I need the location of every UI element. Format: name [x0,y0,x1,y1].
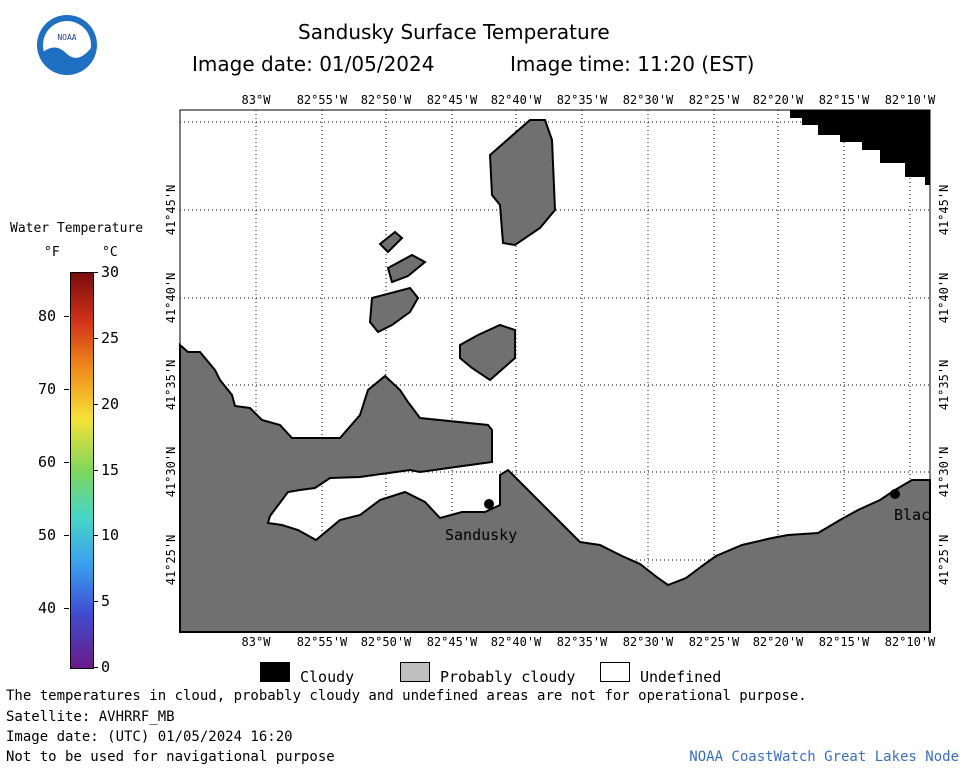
legend-cloudy-swatch [260,662,290,682]
svg-text:41°45'N: 41°45'N [164,185,178,236]
lon-labels-top: 83°W 82°55'W 82°50'W 82°45'W 82°40'W 82°… [242,93,937,107]
page-title: Sandusky Surface Temperature [298,20,610,44]
svg-text:82°20'W: 82°20'W [753,635,804,649]
colorbar-tick-c [93,272,98,273]
svg-text:82°10'W: 82°10'W [885,93,936,107]
svg-text:82°40'W: 82°40'W [491,635,542,649]
svg-text:82°30'W: 82°30'W [623,93,674,107]
island-small-a [378,230,404,254]
place-sandusky: Sandusky [445,526,517,544]
colorbar-tick-f [64,608,69,610]
colorbar-unit-c: °C [102,245,118,260]
colorbar-label-c: 0 [101,658,111,676]
svg-text:41°40'N: 41°40'N [937,273,951,324]
colorbar-unit-f: °F [44,245,60,260]
image-time: Image time: 11:20 (EST) [510,52,755,76]
svg-text:41°45'N: 41°45'N [937,185,951,236]
svg-text:82°55'W: 82°55'W [297,635,348,649]
land-mainland [179,342,931,633]
legend-undefined-swatch [600,662,630,682]
colorbar-title: Water Temperature [10,221,144,236]
colorbar [70,272,94,669]
colorbar-tick-c [93,601,98,603]
noaa-logo: NOAA [36,14,98,76]
sandusky-marker [484,499,494,509]
svg-text:41°35'N: 41°35'N [164,360,178,411]
colorbar-label-f: 50 [38,526,57,545]
colorbar-label-c: 15 [101,460,120,479]
svg-text:41°25'N: 41°25'N [937,535,951,586]
svg-text:82°35'W: 82°35'W [557,93,608,107]
colorbar-tick-f [64,535,69,537]
svg-text:83°W: 83°W [242,93,272,107]
lat-labels-left: 41°45'N 41°40'N 41°35'N 41°30'N 41°25'N [164,185,178,586]
colorbar-tick-c [93,535,98,537]
colorbar-label-c: 10 [101,526,120,545]
colorbar-tick-c [93,469,98,471]
colorbar-label-f: 60 [38,453,57,472]
island-middle-bass [368,286,420,334]
footer-credit[interactable]: NOAA CoastWatch Great Lakes Node [689,749,959,765]
svg-text:82°35'W: 82°35'W [557,635,608,649]
colorbar-tick-f [64,462,69,464]
lon-labels-bottom: 83°W 82°55'W 82°50'W 82°45'W 82°40'W 82°… [242,635,937,649]
svg-text:41°35'N: 41°35'N [937,360,951,411]
footer-note: The temperatures in cloud, probably clou… [6,688,807,704]
island-north [488,119,557,247]
cloudy-area [790,110,930,185]
svg-text:83°W: 83°W [242,635,272,649]
svg-text:41°25'N: 41°25'N [164,535,178,586]
svg-text:41°40'N: 41°40'N [164,273,178,324]
legend-undefined-label: Undefined [640,668,722,686]
colorbar-tick-c [93,403,98,405]
legend-cloudy-label: Cloudy [300,668,355,686]
map-panel: Sandusky Blac 83°W 82°55'W 82°50'W 82°45… [164,93,951,649]
svg-text:82°15'W: 82°15'W [819,93,870,107]
svg-text:82°45'W: 82°45'W [427,93,478,107]
logo-text: NOAA [57,33,76,42]
svg-text:82°20'W: 82°20'W [753,93,804,107]
colorbar-label-f: 40 [38,599,57,618]
svg-text:82°50'W: 82°50'W [361,635,412,649]
svg-text:41°30'N: 41°30'N [937,447,951,498]
legend-probably-cloudy-swatch [400,662,430,682]
colorbar-tick-f [64,389,69,391]
svg-text:82°55'W: 82°55'W [297,93,348,107]
colorbar-label-c: 20 [101,394,120,413]
svg-text:82°25'W: 82°25'W [689,635,740,649]
svg-text:82°45'W: 82°45'W [427,635,478,649]
svg-text:82°10'W: 82°10'W [885,635,936,649]
colorbar-label-c: 30 [101,263,120,281]
colorbar-label-f: 80 [38,306,57,325]
footer-nav-warning: Not to be used for navigational purpose [6,749,335,765]
island-kelleys [459,323,516,382]
colorbar-tick-f [64,315,69,317]
colorbar-tick-c [93,667,98,668]
lat-labels-right: 41°45'N 41°40'N 41°35'N 41°30'N 41°25'N [937,185,951,586]
svg-text:82°30'W: 82°30'W [623,635,674,649]
svg-text:41°30'N: 41°30'N [164,447,178,498]
footer-satellite: Satellite: AVHRRF_MB [6,709,175,725]
svg-text:82°25'W: 82°25'W [689,93,740,107]
colorbar-tick-c [93,337,98,339]
blac-marker [890,489,900,499]
colorbar-label-f: 70 [38,380,57,399]
image-date: Image date: 01/05/2024 [192,52,435,76]
colorbar-label-c: 5 [101,592,111,611]
footer-utc-date: Image date: (UTC) 01/05/2024 16:20 [6,729,293,745]
colorbar-label-c: 25 [101,328,120,347]
svg-text:82°50'W: 82°50'W [361,93,412,107]
svg-text:82°15'W: 82°15'W [819,635,870,649]
island-small-b [386,253,427,284]
place-blac: Blac [894,506,930,524]
legend-probably-cloudy-label: Probably cloudy [440,668,576,686]
svg-text:82°40'W: 82°40'W [491,93,542,107]
